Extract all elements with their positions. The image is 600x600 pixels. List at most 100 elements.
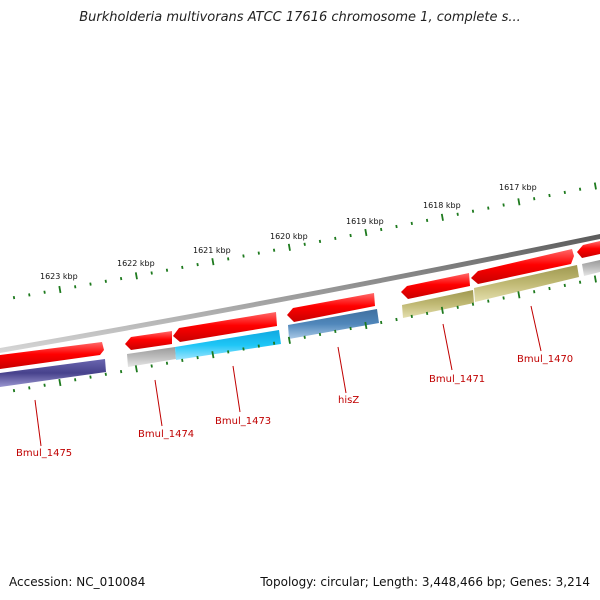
leader-bmul-1473 [232,365,241,413]
feature-bmul-1471[interactable] [402,290,474,318]
minor-tick [487,206,490,210]
minor-tick [578,187,582,191]
minor-tick [196,262,199,267]
forward-cds-track[interactable] [0,241,600,369]
minor-tick [548,193,551,198]
minor-tick [28,386,31,390]
minor-tick [74,285,77,289]
minor-tick [456,305,459,309]
cds-bmul-1470[interactable] [471,249,574,284]
minor-tick [487,299,490,303]
minor-tick [257,344,260,348]
major-tick [287,243,291,251]
scale-label-1619: 1619 kbp [346,217,384,226]
minor-tick [257,251,260,255]
major-tick [440,213,444,221]
gene-label-bmul-1471[interactable]: Bmul_1471 [429,374,485,385]
minor-tick [227,257,230,261]
gene-label-bmul-1474[interactable]: Bmul_1474 [138,429,194,440]
minor-tick [181,358,184,363]
minor-tick [380,227,383,232]
cds-hisz[interactable] [287,293,375,322]
minor-tick [165,268,169,272]
feature-bmul-1473[interactable] [175,330,281,360]
minor-tick [502,203,505,207]
minor-tick [349,233,352,238]
major-tick [364,321,368,330]
major-tick [134,365,138,373]
major-tick [593,182,597,190]
minor-tick [533,197,536,201]
cds-bmul-1474[interactable] [125,331,172,350]
minor-tick [425,311,429,316]
major-tick [440,306,444,314]
minor-tick [334,236,337,241]
feature-edge-right[interactable] [582,260,600,276]
minor-tick [563,283,566,288]
minor-tick [548,286,551,291]
minor-tick [181,265,184,270]
minor-tick [89,282,92,286]
major-tick [211,351,215,359]
minor-tick [456,212,459,216]
minor-tick [43,383,46,387]
major-tick [58,285,62,294]
leader-bmul-1474 [154,379,163,427]
minor-tick [380,320,383,325]
minor-tick [578,280,582,284]
scale-label-1617: 1617 kbp [499,183,537,192]
minor-tick [43,290,46,294]
feature-bmul-1475[interactable] [0,359,106,387]
minor-tick [150,364,153,368]
minor-tick [502,296,505,300]
cds-bmul-1471[interactable] [401,273,470,299]
leader-bmul-1471 [442,323,453,371]
feature-hisz[interactable] [288,309,379,339]
feature-bmul-1474[interactable] [127,347,176,367]
minor-tick [227,350,230,354]
minor-tick [334,329,337,334]
major-tick [211,258,215,266]
accession-text: Accession: NC_010084 [9,575,146,589]
minor-tick [196,355,199,360]
cds-bmul-1475[interactable] [0,342,104,369]
gene-labels: Bmul_1475 Bmul_1474 Bmul_1473 hisZ Bmul_… [16,354,573,459]
minor-tick [318,332,322,337]
gene-label-hisz[interactable]: hisZ [338,395,359,406]
minor-tick [165,361,169,365]
outer-scale-ticks [12,182,597,300]
scale-label-1620: 1620 kbp [270,232,308,241]
minor-tick [303,242,306,246]
feature-bmul-1470[interactable] [474,265,579,302]
major-tick [517,291,521,299]
major-tick [287,336,291,344]
minor-tick [12,388,16,393]
scale-labels: 1623 kbp 1622 kbp 1621 kbp 1620 kbp 1619… [40,183,537,281]
minor-tick [425,218,429,223]
minor-tick [104,372,107,376]
leader-bmul-1470 [530,305,542,352]
cds-bmul-1473[interactable] [173,312,277,342]
cds-edge-right[interactable] [577,241,600,258]
major-tick [58,378,62,387]
major-tick [593,275,597,283]
gene-label-lines [34,305,542,447]
minor-tick [12,295,16,300]
scale-label-1618: 1618 kbp [423,201,461,210]
scale-label-1622: 1622 kbp [117,259,155,268]
minor-tick [119,276,123,281]
minor-tick [150,271,153,275]
gene-label-bmul-1473[interactable]: Bmul_1473 [215,416,271,427]
minor-tick [471,209,475,213]
minor-tick [89,375,92,379]
gene-label-bmul-1470[interactable]: Bmul_1470 [517,354,573,365]
feature-track[interactable] [0,260,600,387]
minor-tick [272,341,276,345]
major-tick [517,198,521,206]
leader-bmul-1475 [34,399,42,447]
leader-hisz [337,346,347,394]
minor-tick [119,369,123,374]
gene-label-bmul-1475[interactable]: Bmul_1475 [16,448,72,459]
minor-tick [349,326,352,331]
